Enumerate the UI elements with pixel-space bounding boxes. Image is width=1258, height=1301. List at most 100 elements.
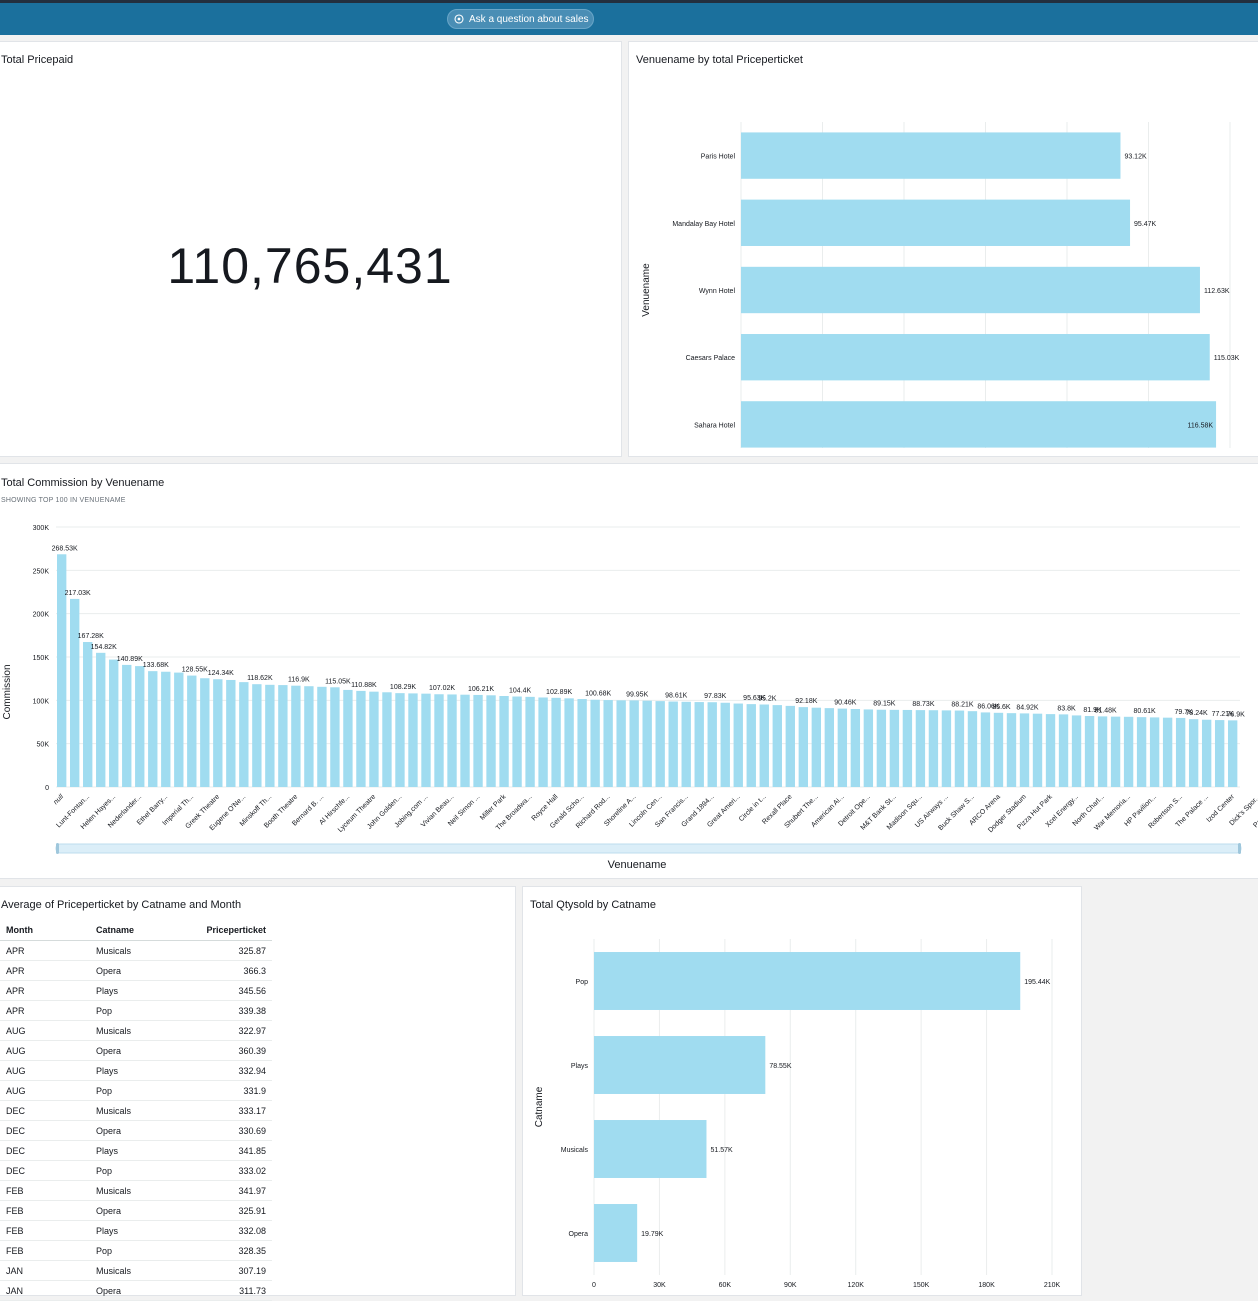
- y-axis-title: Catname: [534, 1086, 545, 1127]
- bar: [733, 703, 743, 787]
- col-priceperticket[interactable]: Priceperticket: [192, 920, 272, 941]
- bar: [876, 709, 887, 787]
- bar: [1097, 716, 1108, 787]
- cell-priceperticket: 325.87: [192, 940, 272, 961]
- table-row[interactable]: AUG Musicals 322.97: [0, 1020, 272, 1041]
- category-label: Wynn Hotel: [699, 288, 736, 295]
- table-row[interactable]: APR Plays 345.56: [0, 980, 272, 1001]
- venue-price-panel[interactable]: Venuename by total Priceperticket 020K40…: [628, 41, 1258, 457]
- category-label: Sahara Hotel: [694, 422, 735, 429]
- cell-month: DEC: [0, 1140, 90, 1161]
- bar: [395, 693, 405, 787]
- bar: [1214, 720, 1225, 787]
- cell-catname: Musicals: [90, 1180, 192, 1201]
- category-label: Plays: [571, 1063, 589, 1070]
- ask-question-label: Ask a question about sales: [469, 13, 589, 25]
- x-tick-label: 180K: [978, 1282, 995, 1289]
- table-row[interactable]: AUG Plays 332.94: [0, 1060, 272, 1081]
- scrollbar-handle-left[interactable]: [56, 843, 59, 854]
- data-label: 217.03K: [65, 590, 91, 597]
- data-label: 106.21K: [468, 686, 494, 693]
- bar: [538, 697, 548, 787]
- data-label: 115.05K: [325, 678, 351, 685]
- data-label: 110.88K: [351, 682, 377, 689]
- cell-priceperticket: 341.85: [192, 1140, 272, 1161]
- data-label: 86.06K: [977, 703, 1000, 710]
- data-label: 90.46K: [834, 700, 857, 707]
- category-label: Pop: [576, 979, 589, 986]
- data-label: 95.2K: [758, 695, 777, 702]
- cell-catname: Musicals: [90, 940, 192, 961]
- table-row[interactable]: FEB Opera 325.91: [0, 1200, 272, 1221]
- table-row[interactable]: APR Opera 366.3: [0, 960, 272, 981]
- qtysold-panel[interactable]: Total Qtysold by Catname 0 30K 60K 90K 120K 1…: [522, 886, 1082, 1296]
- cell-priceperticket: 332.94: [192, 1060, 272, 1081]
- col-month[interactable]: Month: [0, 920, 90, 941]
- cell-month: FEB: [0, 1200, 90, 1221]
- cell-catname: Opera: [90, 1200, 192, 1221]
- cell-catname: Pop: [90, 1080, 192, 1101]
- cell-month: DEC: [0, 1160, 90, 1181]
- data-label: 124.34K: [208, 670, 234, 677]
- table-row[interactable]: DEC Pop 333.02: [0, 1160, 272, 1181]
- cell-priceperticket: 322.97: [192, 1020, 272, 1041]
- table-row[interactable]: APR Pop 339.38: [0, 1000, 272, 1021]
- cell-month: AUG: [0, 1020, 90, 1041]
- bar: [317, 686, 327, 787]
- kpi-panel[interactable]: Total Pricepaid 110,765,431: [0, 41, 622, 457]
- cell-catname: Plays: [90, 980, 192, 1001]
- table-row[interactable]: APR Musicals 325.87: [0, 940, 272, 961]
- table-row[interactable]: DEC Opera 330.69: [0, 1120, 272, 1141]
- cell-priceperticket: 311.73: [192, 1280, 272, 1301]
- category-label: Caesars Palace: [686, 355, 736, 362]
- data-label: 99.95K: [626, 691, 649, 698]
- bar: [473, 694, 483, 787]
- bar: [70, 598, 80, 787]
- data-label: 108.29K: [390, 684, 416, 691]
- cell-priceperticket: 341.97: [192, 1180, 272, 1201]
- bar: [594, 1036, 766, 1094]
- data-label: 78.55K: [769, 1063, 792, 1070]
- table-row[interactable]: FEB Musicals 341.97: [0, 1180, 272, 1201]
- bar: [291, 685, 301, 787]
- bar: [1071, 715, 1082, 787]
- table-row[interactable]: JAN Opera 311.73: [0, 1280, 272, 1301]
- table-row[interactable]: AUG Opera 360.39: [0, 1040, 272, 1061]
- y-tick-label: 200K: [33, 612, 50, 619]
- ask-question-button[interactable]: Ask a question about sales: [447, 9, 594, 29]
- bar: [594, 1120, 707, 1178]
- bar: [460, 694, 470, 787]
- data-label: 154.82K: [91, 644, 117, 651]
- cell-priceperticket: 339.38: [192, 1000, 272, 1021]
- bar: [980, 712, 991, 787]
- cell-catname: Opera: [90, 1120, 192, 1141]
- table-row[interactable]: DEC Musicals 333.17: [0, 1100, 272, 1121]
- data-label: 88.21K: [951, 702, 974, 709]
- bar: [928, 710, 939, 787]
- table-row[interactable]: DEC Plays 341.85: [0, 1140, 272, 1161]
- bar: [135, 666, 145, 787]
- data-label: 19.79K: [641, 1231, 664, 1238]
- bar: [681, 701, 691, 787]
- cell-catname: Musicals: [90, 1260, 192, 1281]
- commission-panel[interactable]: Total Commission by Venuename SHOWING TO…: [0, 463, 1258, 879]
- scrollbar-handle-right[interactable]: [1238, 843, 1241, 854]
- bar: [109, 659, 119, 787]
- table-row[interactable]: JAN Musicals 307.19: [0, 1260, 272, 1281]
- col-catname[interactable]: Catname: [90, 920, 192, 941]
- scrollbar-track: [55, 843, 1242, 854]
- table-row[interactable]: FEB Pop 328.35: [0, 1240, 272, 1261]
- bar: [1136, 717, 1147, 787]
- bar: [304, 686, 314, 787]
- cell-priceperticket: 360.39: [192, 1040, 272, 1061]
- data-label: 80.61K: [1134, 708, 1157, 715]
- price-table: Month Catname Priceperticket APR Musicals…: [0, 920, 272, 1301]
- table-row[interactable]: FEB Plays 332.08: [0, 1220, 272, 1241]
- table-row[interactable]: AUG Pop 331.9: [0, 1080, 272, 1101]
- cell-priceperticket: 330.69: [192, 1120, 272, 1141]
- cell-priceperticket: 331.9: [192, 1080, 272, 1101]
- bar: [356, 690, 366, 787]
- commission-title: Total Commission by Venuename: [1, 477, 165, 489]
- bar: [707, 702, 717, 787]
- cell-catname: Plays: [90, 1220, 192, 1241]
